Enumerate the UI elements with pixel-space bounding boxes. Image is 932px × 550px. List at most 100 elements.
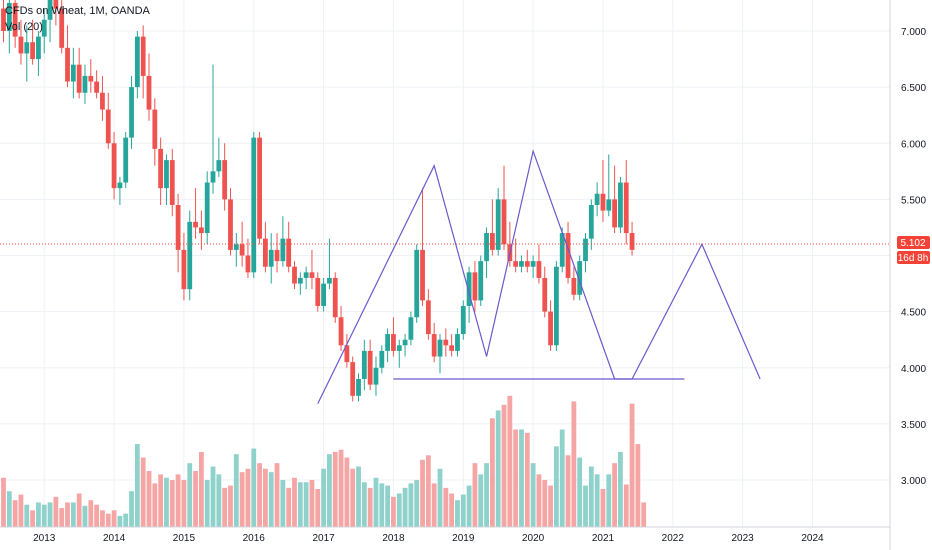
volume-bar — [414, 480, 420, 527]
candle-body — [111, 143, 117, 189]
volume-bar — [367, 487, 373, 527]
volume-bar — [6, 491, 12, 527]
time-axis[interactable]: 2013 2014 2015 2016 2017 2018 2019 2020 2021 2022… — [33, 533, 824, 544]
volume-bar — [402, 487, 408, 527]
volume-bar — [536, 474, 542, 527]
candle-body — [460, 306, 466, 335]
volume-bar — [105, 513, 111, 527]
volume-bar — [600, 488, 606, 527]
candle-body — [344, 345, 350, 363]
candle-body — [379, 350, 385, 368]
volume-bar — [565, 455, 571, 527]
candle-body — [228, 199, 233, 250]
price-tick-label: 5.500 — [901, 195, 926, 206]
volume-bar — [344, 457, 350, 527]
candle-body — [152, 109, 158, 149]
volume-bar — [391, 496, 396, 527]
candle-body — [565, 233, 571, 278]
volume-bar — [94, 504, 100, 527]
volume-bar — [216, 474, 222, 527]
candle-body — [536, 261, 542, 278]
candle-body — [233, 244, 239, 250]
candle-body — [332, 277, 338, 318]
candle-body — [385, 334, 391, 351]
volume-bars — [1, 395, 647, 527]
time-tick-label: 2017 — [312, 533, 335, 544]
price-tick-label: 3.000 — [901, 476, 926, 487]
candle-body — [373, 367, 379, 385]
volume-bar — [76, 493, 82, 527]
volume-bar — [53, 496, 59, 527]
candle-body — [41, 19, 47, 37]
candle-body — [489, 233, 495, 250]
candle-body — [251, 137, 257, 273]
candle-body — [356, 378, 361, 396]
candle-body — [65, 47, 70, 82]
candle-body — [158, 148, 164, 189]
candle-body — [612, 199, 617, 228]
time-tick-label: 2019 — [452, 533, 475, 544]
time-tick-label: 2022 — [662, 533, 685, 544]
volume-bar — [623, 484, 629, 527]
candle-body — [198, 227, 204, 234]
volume-bar — [140, 457, 146, 527]
volume-bar — [385, 485, 391, 527]
volume-bar — [425, 455, 431, 527]
candle-body — [1, 8, 6, 32]
volume-bar — [373, 477, 379, 527]
volume-bar — [36, 502, 41, 527]
volume-bar — [559, 429, 565, 527]
candle-body — [414, 249, 420, 318]
pattern-drawings[interactable] — [317, 148, 761, 404]
candle-body — [6, 2, 12, 31]
candle-body — [484, 233, 489, 262]
volume-legend[interactable]: Vol (20) — [5, 21, 43, 33]
volume-bar — [303, 482, 309, 527]
candle-body — [100, 92, 105, 110]
candle-body — [146, 75, 152, 110]
countdown-tag: 16d 8h — [897, 251, 930, 264]
volume-bar — [41, 504, 47, 527]
volume-bar — [286, 487, 292, 527]
candle-body — [286, 238, 292, 267]
volume-bar — [123, 513, 129, 527]
volume-bar — [321, 468, 326, 527]
candle-body — [94, 81, 100, 93]
volume-bar — [361, 482, 367, 527]
candle-body — [187, 221, 193, 290]
volume-bar — [59, 508, 65, 527]
candle-body — [222, 160, 228, 200]
candle-body — [18, 36, 24, 54]
candle-body — [367, 350, 373, 385]
candle-body — [548, 311, 553, 346]
volume-bar — [309, 480, 315, 527]
candle-body — [495, 199, 501, 250]
candle-body — [292, 266, 297, 284]
candle-body — [274, 249, 280, 262]
symbol-legend[interactable]: CFDs on Wheat, 1M, OANDA — [5, 5, 150, 17]
candle-body — [618, 182, 623, 228]
volume-bar — [315, 488, 321, 527]
volume-bar — [530, 463, 536, 527]
candle-body — [420, 249, 425, 301]
volume-bar — [100, 510, 105, 527]
candle-body — [425, 300, 431, 335]
volume-bar — [297, 482, 303, 527]
volume-bar — [618, 451, 623, 527]
price-tick-label: 4.000 — [901, 364, 926, 375]
candle-body — [268, 249, 274, 267]
volume-bar — [554, 446, 559, 527]
candle-body — [181, 249, 187, 290]
volume-bar — [129, 491, 134, 527]
candle-body — [245, 255, 251, 273]
candle-body — [123, 137, 129, 183]
candle-body — [583, 238, 588, 262]
volume-bar — [152, 483, 158, 527]
candle-body — [164, 160, 169, 189]
volume-bar — [629, 403, 635, 527]
candle-body — [361, 350, 367, 379]
volume-bar — [65, 502, 70, 527]
candle-body — [105, 109, 111, 144]
